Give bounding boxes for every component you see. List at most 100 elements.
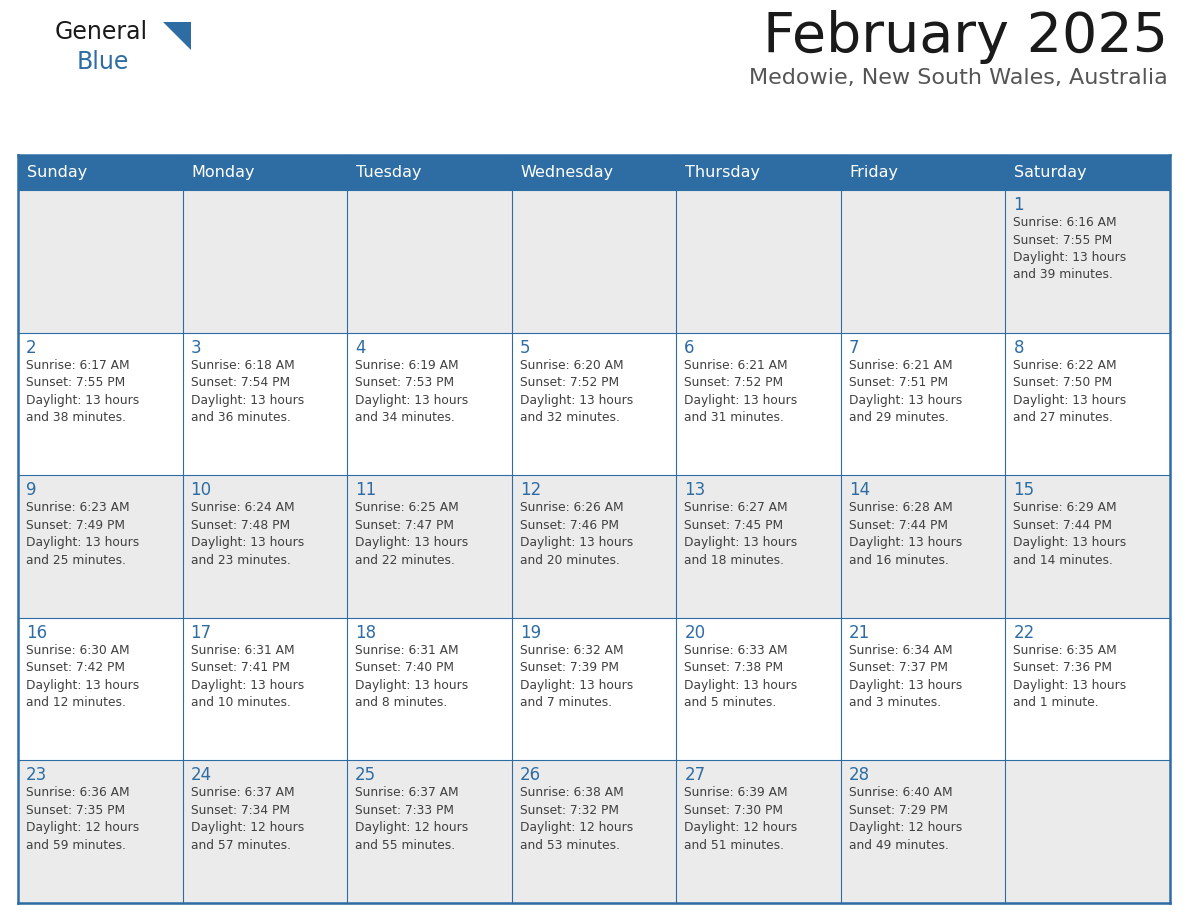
Bar [512, 332, 676, 476]
Text: Sunrise: 6:35 AM: Sunrise: 6:35 AM [1013, 644, 1117, 656]
Text: 15: 15 [1013, 481, 1035, 499]
Text: Daylight: 13 hours: Daylight: 13 hours [684, 394, 797, 407]
Text: Daylight: 13 hours: Daylight: 13 hours [190, 536, 304, 549]
Text: Sunset: 7:30 PM: Sunset: 7:30 PM [684, 804, 783, 817]
Text: Daylight: 13 hours: Daylight: 13 hours [26, 394, 139, 407]
Text: Sunset: 7:36 PM: Sunset: 7:36 PM [1013, 661, 1112, 675]
Text: 25: 25 [355, 767, 377, 784]
Text: Sunset: 7:32 PM: Sunset: 7:32 PM [519, 804, 619, 817]
Text: 9: 9 [26, 481, 37, 499]
Text: 4: 4 [355, 339, 366, 356]
Text: Sunset: 7:55 PM: Sunset: 7:55 PM [1013, 233, 1113, 247]
Text: Daylight: 13 hours: Daylight: 13 hours [1013, 394, 1126, 407]
Bar [1005, 190, 1170, 332]
Text: 2: 2 [26, 339, 37, 356]
Bar [347, 332, 512, 476]
Text: and 10 minutes.: and 10 minutes. [190, 696, 290, 710]
Text: 6: 6 [684, 339, 695, 356]
Text: Sunset: 7:55 PM: Sunset: 7:55 PM [26, 376, 125, 389]
Text: and 49 minutes.: and 49 minutes. [849, 839, 949, 852]
Bar [512, 190, 676, 332]
Text: Sunset: 7:51 PM: Sunset: 7:51 PM [849, 376, 948, 389]
Text: and 59 minutes.: and 59 minutes. [26, 839, 126, 852]
Text: Daylight: 13 hours: Daylight: 13 hours [1013, 536, 1126, 549]
Bar [183, 155, 347, 190]
Bar [676, 476, 841, 618]
Text: Daylight: 13 hours: Daylight: 13 hours [355, 536, 468, 549]
Text: Sunrise: 6:31 AM: Sunrise: 6:31 AM [355, 644, 459, 656]
Bar [841, 476, 1005, 618]
Text: Sunrise: 6:39 AM: Sunrise: 6:39 AM [684, 787, 788, 800]
Bar [512, 760, 676, 903]
Text: 8: 8 [1013, 339, 1024, 356]
Text: Sunset: 7:52 PM: Sunset: 7:52 PM [519, 376, 619, 389]
Text: Sunrise: 6:18 AM: Sunrise: 6:18 AM [190, 359, 295, 372]
Text: Sunset: 7:47 PM: Sunset: 7:47 PM [355, 519, 454, 532]
Text: 17: 17 [190, 624, 211, 642]
Text: and 25 minutes.: and 25 minutes. [26, 554, 126, 566]
Text: and 16 minutes.: and 16 minutes. [849, 554, 949, 566]
Text: Sunday: Sunday [27, 165, 87, 180]
Text: 27: 27 [684, 767, 706, 784]
Text: 3: 3 [190, 339, 201, 356]
Bar [841, 332, 1005, 476]
Text: Sunset: 7:35 PM: Sunset: 7:35 PM [26, 804, 125, 817]
Text: Sunrise: 6:40 AM: Sunrise: 6:40 AM [849, 787, 953, 800]
Text: Daylight: 13 hours: Daylight: 13 hours [1013, 678, 1126, 692]
Text: Sunrise: 6:30 AM: Sunrise: 6:30 AM [26, 644, 129, 656]
Bar [1005, 618, 1170, 760]
Bar [183, 332, 347, 476]
Text: Daylight: 13 hours: Daylight: 13 hours [684, 536, 797, 549]
Text: and 38 minutes.: and 38 minutes. [26, 411, 126, 424]
Text: Daylight: 13 hours: Daylight: 13 hours [26, 678, 139, 692]
Text: Daylight: 13 hours: Daylight: 13 hours [355, 394, 468, 407]
Text: Monday: Monday [191, 165, 255, 180]
Text: and 51 minutes.: and 51 minutes. [684, 839, 784, 852]
Bar [512, 618, 676, 760]
Bar [841, 190, 1005, 332]
Bar [183, 760, 347, 903]
Text: Sunset: 7:29 PM: Sunset: 7:29 PM [849, 804, 948, 817]
Text: and 20 minutes.: and 20 minutes. [519, 554, 620, 566]
Text: Sunrise: 6:37 AM: Sunrise: 6:37 AM [190, 787, 295, 800]
Text: Daylight: 13 hours: Daylight: 13 hours [355, 678, 468, 692]
Text: and 3 minutes.: and 3 minutes. [849, 696, 941, 710]
Text: Sunrise: 6:36 AM: Sunrise: 6:36 AM [26, 787, 129, 800]
Text: Sunrise: 6:21 AM: Sunrise: 6:21 AM [684, 359, 788, 372]
Bar [18, 476, 183, 618]
Text: Sunrise: 6:17 AM: Sunrise: 6:17 AM [26, 359, 129, 372]
Text: Daylight: 12 hours: Daylight: 12 hours [849, 822, 962, 834]
Text: Sunset: 7:39 PM: Sunset: 7:39 PM [519, 661, 619, 675]
Text: and 14 minutes.: and 14 minutes. [1013, 554, 1113, 566]
Text: Sunrise: 6:34 AM: Sunrise: 6:34 AM [849, 644, 953, 656]
Text: Sunset: 7:37 PM: Sunset: 7:37 PM [849, 661, 948, 675]
Text: Daylight: 12 hours: Daylight: 12 hours [190, 822, 304, 834]
Text: Sunset: 7:41 PM: Sunset: 7:41 PM [190, 661, 290, 675]
Text: Sunset: 7:49 PM: Sunset: 7:49 PM [26, 519, 125, 532]
Text: Sunrise: 6:26 AM: Sunrise: 6:26 AM [519, 501, 624, 514]
Text: Daylight: 13 hours: Daylight: 13 hours [519, 536, 633, 549]
Text: Sunset: 7:44 PM: Sunset: 7:44 PM [1013, 519, 1112, 532]
Text: Sunrise: 6:20 AM: Sunrise: 6:20 AM [519, 359, 624, 372]
Bar [18, 190, 183, 332]
Text: Daylight: 12 hours: Daylight: 12 hours [355, 822, 468, 834]
Bar [183, 190, 347, 332]
Text: and 8 minutes.: and 8 minutes. [355, 696, 448, 710]
Text: 16: 16 [26, 624, 48, 642]
Text: Sunset: 7:53 PM: Sunset: 7:53 PM [355, 376, 454, 389]
Text: and 39 minutes.: and 39 minutes. [1013, 268, 1113, 282]
Text: Sunset: 7:34 PM: Sunset: 7:34 PM [190, 804, 290, 817]
Text: Sunrise: 6:29 AM: Sunrise: 6:29 AM [1013, 501, 1117, 514]
Text: 21: 21 [849, 624, 870, 642]
Bar [1005, 476, 1170, 618]
Text: Sunrise: 6:25 AM: Sunrise: 6:25 AM [355, 501, 459, 514]
Text: Daylight: 13 hours: Daylight: 13 hours [684, 678, 797, 692]
Text: Sunset: 7:42 PM: Sunset: 7:42 PM [26, 661, 125, 675]
Text: 13: 13 [684, 481, 706, 499]
Text: February 2025: February 2025 [763, 10, 1168, 64]
Text: Sunset: 7:50 PM: Sunset: 7:50 PM [1013, 376, 1112, 389]
Bar [676, 155, 841, 190]
Text: Sunrise: 6:38 AM: Sunrise: 6:38 AM [519, 787, 624, 800]
Text: and 5 minutes.: and 5 minutes. [684, 696, 777, 710]
Text: Sunrise: 6:16 AM: Sunrise: 6:16 AM [1013, 216, 1117, 229]
